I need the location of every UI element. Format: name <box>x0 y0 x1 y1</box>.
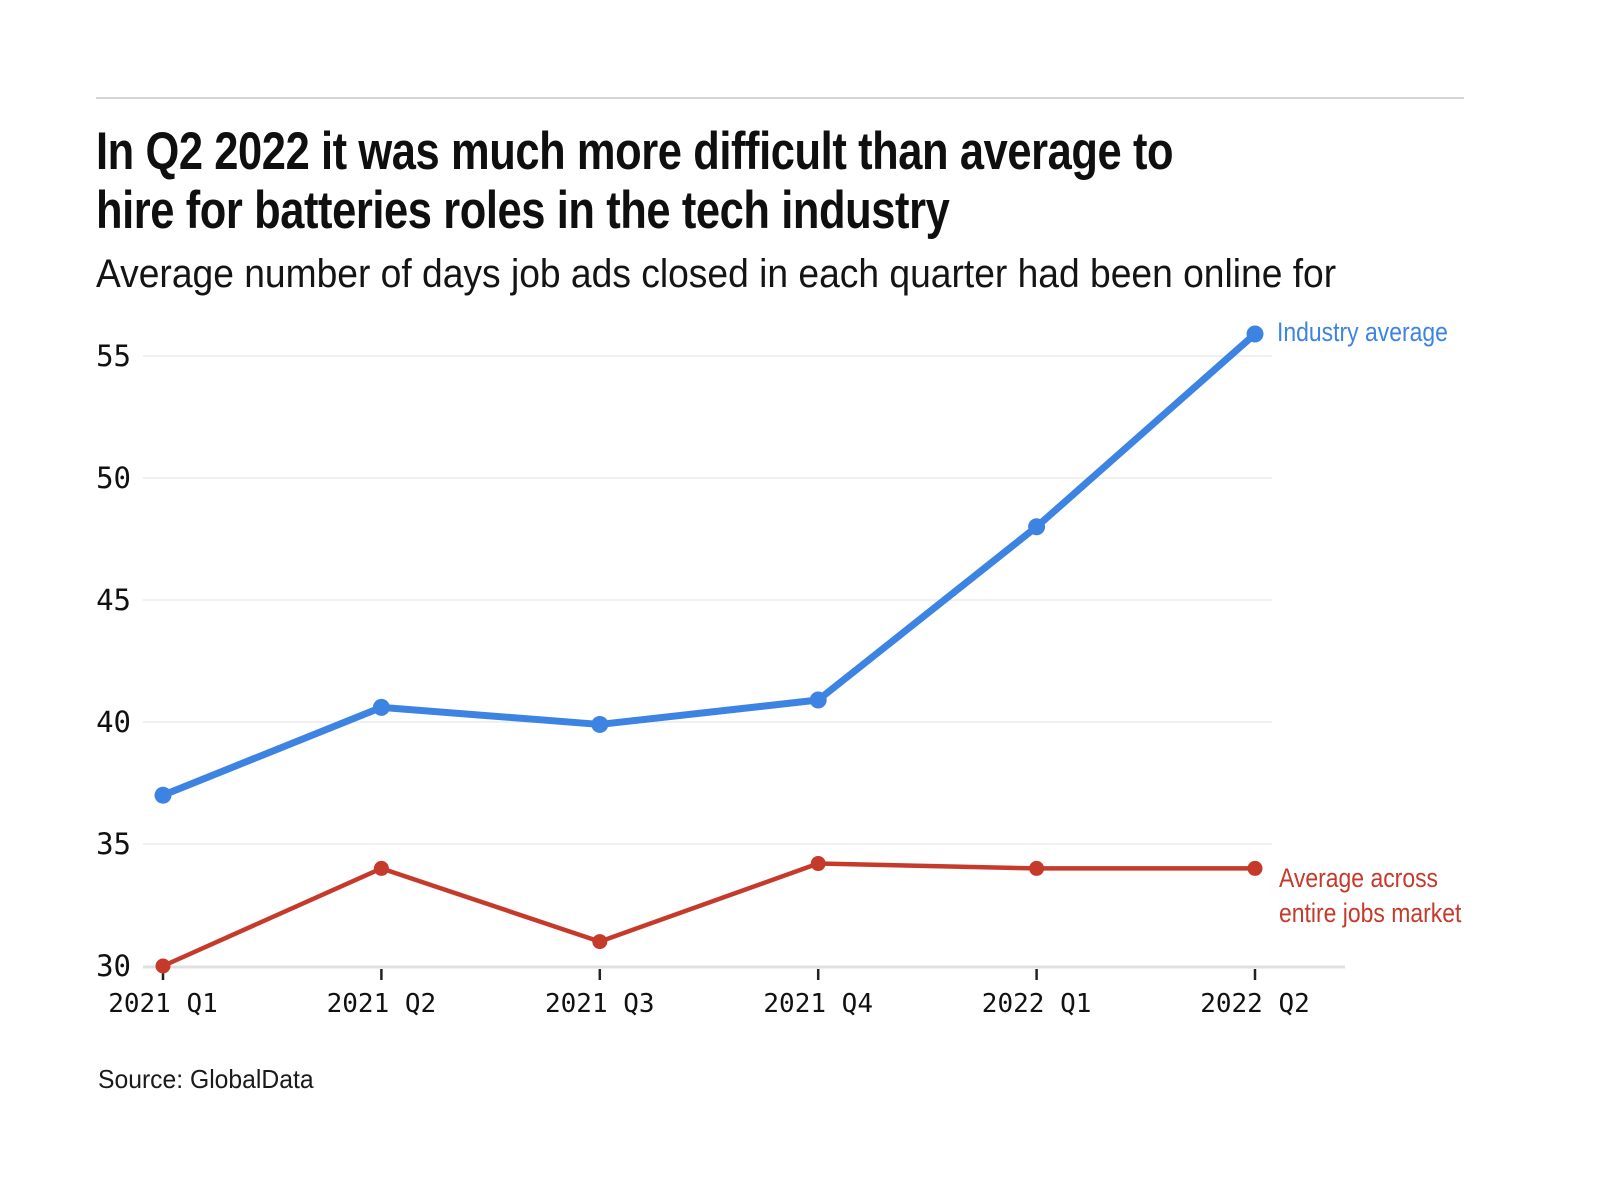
industry-average-point <box>1028 518 1046 536</box>
industry-average-point <box>809 691 827 709</box>
source-credit: Source: GlobalData <box>98 1064 314 1094</box>
jobs-market-average-line <box>160 861 1258 969</box>
x-axis-tick-label: 2022 Q2 <box>1200 989 1310 1019</box>
jobs-market-average-point <box>155 958 171 974</box>
top-divider-rule <box>96 97 1464 99</box>
legend-industry-average: Industry average <box>1277 317 1448 347</box>
jobs-market-average-point <box>1029 860 1045 876</box>
industry-average-line <box>159 330 1259 799</box>
x-axis-tick-label: 2021 Q1 <box>108 989 218 1019</box>
y-axis-tick-label: 30 <box>96 949 131 983</box>
jobs-market-average-point <box>373 860 389 876</box>
y-axis-tick-label: 35 <box>96 827 131 861</box>
chart-subtitle: Average number of days job ads closed in… <box>96 252 1337 296</box>
industry-average-point <box>591 715 609 733</box>
industry-average-point <box>372 698 390 716</box>
legend-jobs-market-average: Average across entire jobs market <box>1279 863 1462 928</box>
y-axis-tick-label: 45 <box>96 583 131 617</box>
x-axis-tick-label: 2022 Q1 <box>982 989 1092 1019</box>
x-axis-tick-label: 2021 Q4 <box>763 989 873 1019</box>
x-axis-tick-label: 2021 Q2 <box>327 989 437 1019</box>
y-axis-tick-label: 50 <box>96 461 131 495</box>
x-axis-tick-label: 2021 Q3 <box>545 989 655 1019</box>
industry-average-point <box>154 786 172 804</box>
jobs-market-average-point <box>1247 860 1263 876</box>
jobs-market-average-point <box>810 856 826 872</box>
jobs-market-average-point <box>592 934 608 950</box>
y-axis-tick-label: 55 <box>96 339 131 373</box>
y-axis-tick-label: 40 <box>96 705 131 739</box>
industry-average-point <box>1246 325 1264 343</box>
chart-title: In Q2 2022 it was much more difficult th… <box>96 122 1174 240</box>
